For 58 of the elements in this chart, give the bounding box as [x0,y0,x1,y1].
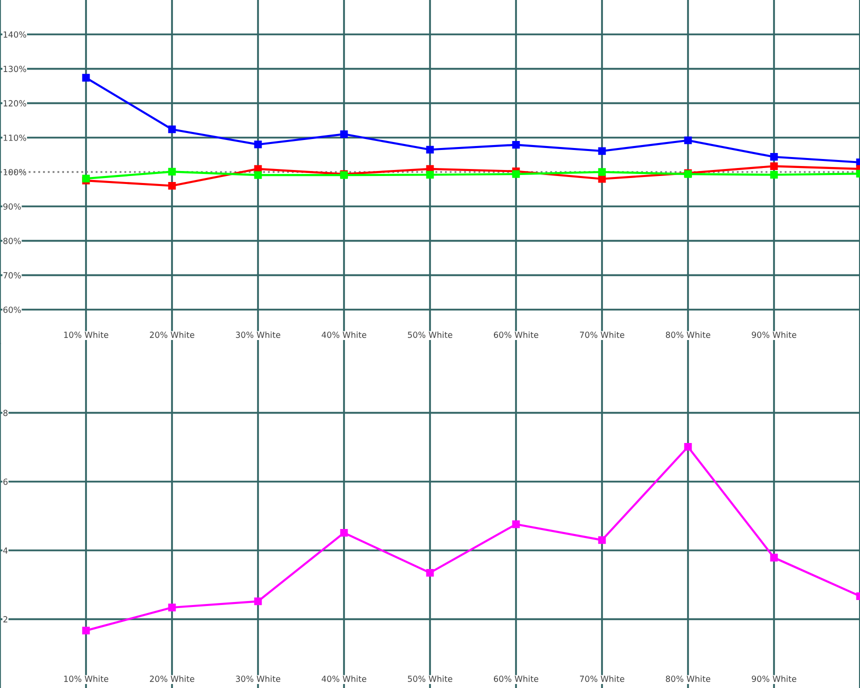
y-tick-label: 8 [3,410,8,416]
x-tick-label: 40% White [322,676,366,682]
x-tick-label: 30% White [236,332,280,338]
y-tick-label: 4 [3,547,8,554]
point [168,168,176,176]
point [254,165,262,173]
point [598,175,606,183]
x-tick-label: 10% White [64,676,108,682]
point [82,626,90,634]
point [340,529,348,537]
point [770,162,778,170]
x-tick-label: 20% White [150,332,194,338]
y-tick-label: 130% [4,66,26,72]
point [598,147,606,155]
y-tick-label: 120% [4,100,26,106]
y-tick-label: 2 [3,616,8,622]
x-tick-label: 70% White [580,332,624,338]
x-tick-label: 40% White [322,332,366,338]
point [340,130,348,138]
point [168,126,176,134]
point [598,536,606,544]
point [770,170,778,179]
point [598,168,606,176]
point [82,74,90,82]
point [512,141,520,149]
point [426,568,434,577]
point [426,146,434,154]
y-tick-label: 6 [3,478,8,485]
y-tick-label: 80% [3,238,21,244]
point [684,443,692,451]
point [254,597,262,606]
point [168,604,176,612]
point [512,520,520,528]
y-tick-label: 70% [3,272,21,278]
y-tick-label: 140% [4,31,26,38]
x-tick-label: 70% White [580,676,624,682]
point [426,170,434,179]
x-tick-label: 90% White [752,676,796,682]
x-tick-label: 20% White [150,676,194,682]
point [770,153,778,161]
x-tick-label: 90% White [752,332,796,338]
x-tick-label: 10% White [64,332,108,338]
x-tick-label: 50% White [408,676,452,682]
x-tick-label: 50% White [408,332,452,338]
point [684,136,692,144]
y-tick-label: 60% [3,306,21,313]
point [770,554,778,562]
x-tick-label: 80% White [666,676,710,682]
x-tick-label: 30% White [236,676,280,682]
x-tick-label: 80% White [666,332,710,338]
x-tick-label: 60% White [494,676,538,682]
x-tick-label: 60% White [494,332,538,338]
point [512,170,520,178]
point [254,171,262,179]
point [254,140,262,148]
y-tick-label: 90% [3,203,21,210]
point [168,182,176,190]
y-tick-label: 110% [4,134,26,141]
